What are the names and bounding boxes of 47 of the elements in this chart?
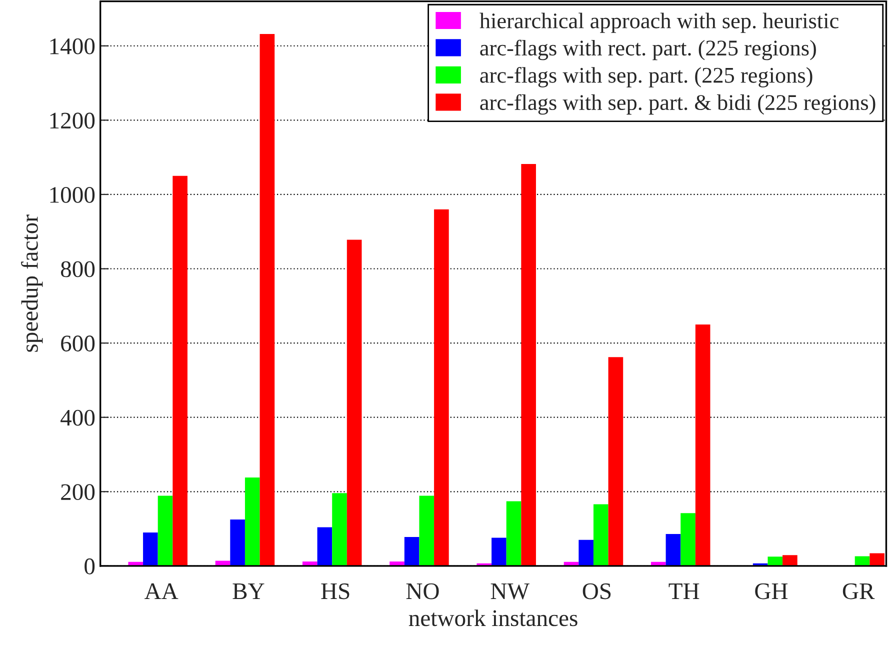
bar xyxy=(666,534,681,566)
bar xyxy=(434,209,449,566)
bar xyxy=(172,176,188,566)
bar xyxy=(317,527,332,566)
bar xyxy=(521,164,536,566)
legend-label: hierarchical approach with sep. heuristic xyxy=(480,12,838,33)
bar xyxy=(244,478,260,566)
x-tick-label: HS xyxy=(321,583,350,600)
y-tick-label: 600 xyxy=(61,336,95,352)
y-tick-label: 1400 xyxy=(50,38,95,54)
legend-label: arc-flags with sep. part. (225 regions) xyxy=(480,66,812,88)
bar xyxy=(870,553,884,566)
bar xyxy=(492,538,506,566)
x-tick-label: NW xyxy=(490,584,530,600)
x-tick-label: NO xyxy=(406,583,439,600)
bar xyxy=(419,496,434,566)
x-tick-label: AA xyxy=(144,583,178,599)
y-tick-label: 0 xyxy=(84,558,95,574)
bar xyxy=(332,493,347,566)
y-tick-label: 1200 xyxy=(50,112,95,129)
bar xyxy=(260,34,275,566)
x-tick-label: TH xyxy=(668,584,700,599)
bar xyxy=(506,501,522,566)
x-tick-label: OS xyxy=(582,583,611,600)
bar xyxy=(143,532,158,566)
x-tick-label: GR xyxy=(842,583,875,600)
x-tick-label: BY xyxy=(232,584,264,600)
bar xyxy=(608,357,624,566)
x-axis-title: network instances xyxy=(408,610,578,626)
y-tick-label: 200 xyxy=(61,484,95,500)
legend-label: arc-flags with rect. part. (225 regions) xyxy=(480,40,816,60)
bar xyxy=(158,496,173,566)
bar xyxy=(404,536,420,566)
bar xyxy=(680,513,696,566)
bar xyxy=(578,540,594,566)
y-axis-title: speedup factor xyxy=(21,214,43,352)
y-tick-label: 800 xyxy=(60,261,95,278)
bar xyxy=(768,556,783,566)
y-tick-label: 1000 xyxy=(50,186,95,203)
legend-label: arc-flags with sep. part. & bidi (225 regions) xyxy=(480,94,876,115)
bar xyxy=(782,555,798,566)
bar xyxy=(230,519,245,566)
bar xyxy=(593,504,608,566)
bar xyxy=(695,324,710,566)
x-tick-label: GH xyxy=(755,583,788,600)
y-tick-label: 400 xyxy=(60,410,95,426)
bar xyxy=(346,240,362,566)
